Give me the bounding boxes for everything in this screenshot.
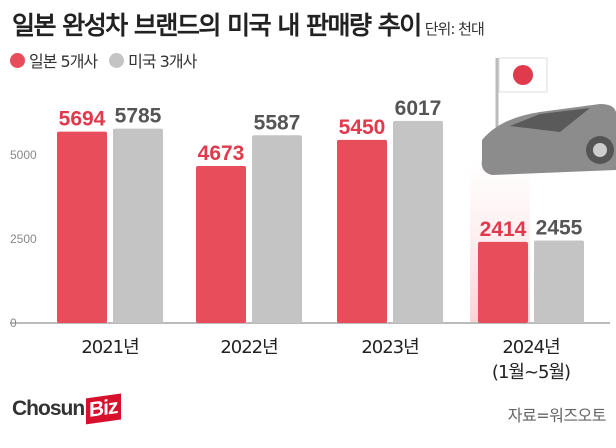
x-tick-label: 2021년 <box>81 337 138 358</box>
unit-label: 단위: 천대 <box>424 20 485 38</box>
title-text: 일본 완성차 브랜드의 미국 내 판매량 추이 <box>12 11 422 40</box>
data-label: 2455 <box>536 217 583 240</box>
bar-us <box>252 135 302 323</box>
x-tick-label: 2024년 <box>502 337 559 358</box>
data-label: 2414 <box>480 218 527 241</box>
data-label: 4673 <box>198 142 245 165</box>
logo-accent: Biz <box>86 393 121 425</box>
source-note: 자료=워즈오토 <box>507 406 607 425</box>
x-tick-label: 2022년 <box>220 337 277 358</box>
car-windshield <box>510 108 590 132</box>
bar-japan <box>196 165 246 323</box>
x-tick-sublabel: (1월~5월) <box>492 362 570 383</box>
x-tick-label: 2023년 <box>361 337 418 358</box>
data-label: 5587 <box>254 111 301 134</box>
bar-japan <box>478 241 528 323</box>
chosunbiz-logo: Chosun Biz <box>12 393 121 425</box>
car-icon <box>481 104 616 175</box>
y-tick-label: 5000 <box>10 148 37 162</box>
car-hub <box>593 143 607 157</box>
bar-us <box>534 240 584 323</box>
bar-us <box>113 128 163 323</box>
y-tick-label: 0 <box>10 316 17 330</box>
y-tick-label: 2500 <box>10 232 37 246</box>
bar-us <box>393 120 443 323</box>
data-label: 5450 <box>339 116 386 139</box>
data-label: 5694 <box>59 108 106 131</box>
data-label: 5785 <box>115 105 162 128</box>
legend-item-japan: 일본 5개사 <box>10 48 98 72</box>
legend-item-us: 미국 3개사 <box>109 48 197 72</box>
bar-japan <box>337 139 387 323</box>
bar-japan <box>57 131 107 323</box>
legend: 일본 5개사 미국 3개사 <box>10 48 208 72</box>
data-label: 6017 <box>395 97 442 120</box>
legend-label: 미국 3개사 <box>128 52 197 71</box>
chart-title: 일본 완성차 브랜드의 미국 내 판매량 추이 단위: 천대 <box>12 6 485 42</box>
legend-swatch <box>10 52 25 68</box>
legend-swatch <box>109 52 125 68</box>
flag-sun <box>513 65 533 85</box>
legend-label: 일본 5개사 <box>29 52 98 71</box>
flag-car-illustration <box>481 57 616 175</box>
logo-text: Chosun <box>12 397 85 420</box>
